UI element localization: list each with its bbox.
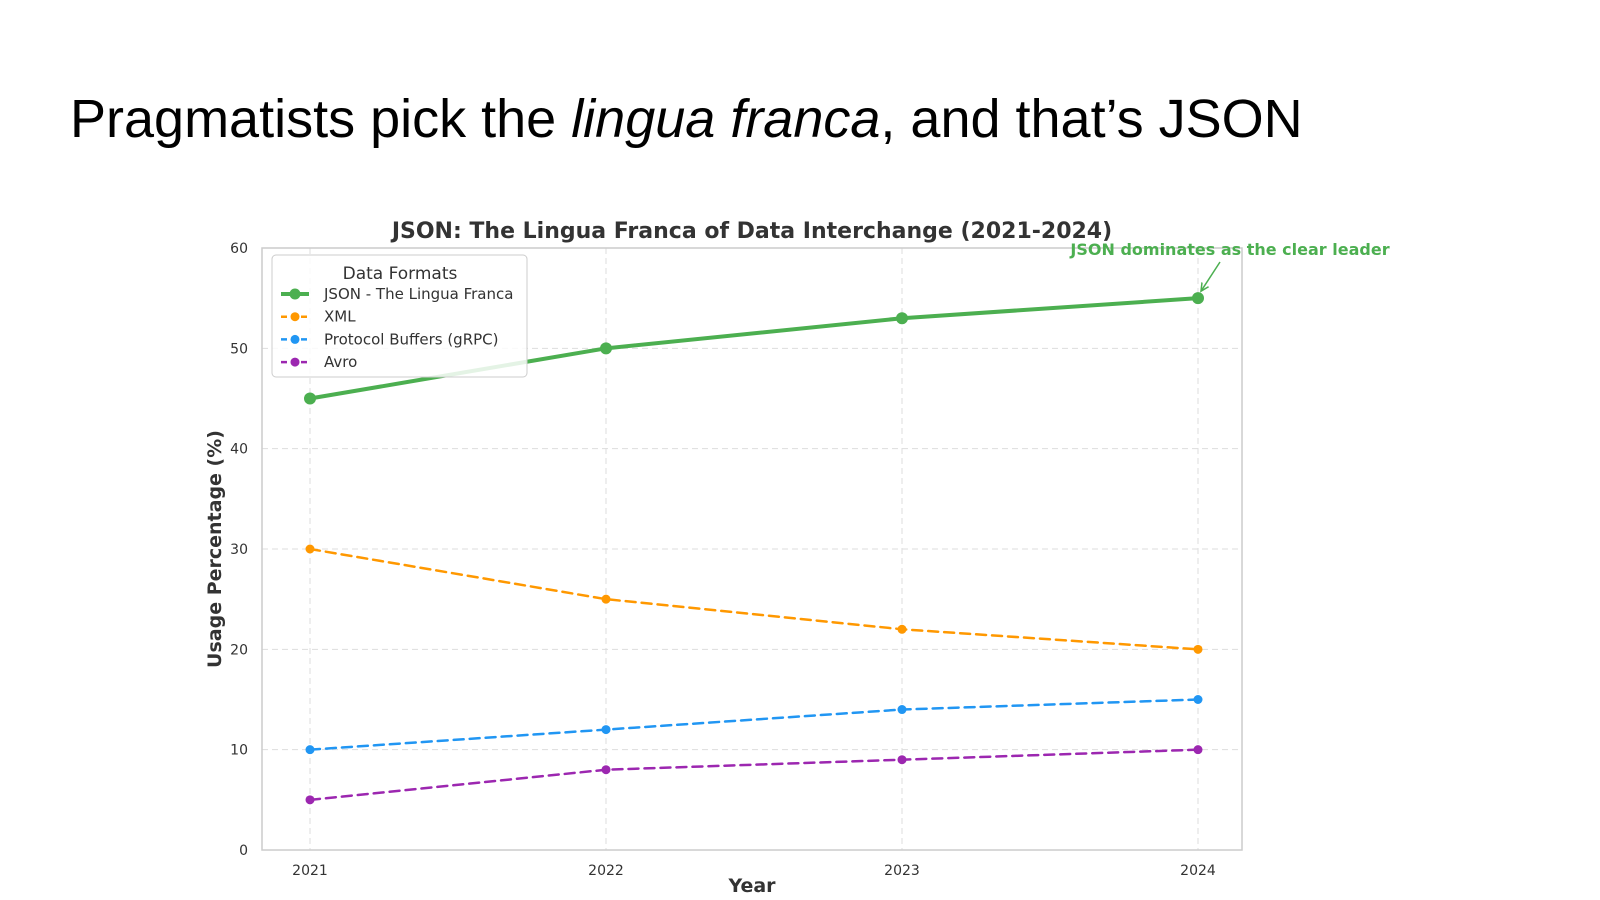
y-tick-label: 30 xyxy=(230,542,248,558)
x-tick-label: 2022 xyxy=(588,863,624,879)
plot-area xyxy=(261,247,1243,851)
data-point xyxy=(601,765,611,775)
slide-title-emphasis: lingua franca xyxy=(571,89,881,149)
data-point xyxy=(1193,644,1203,654)
data-point xyxy=(601,725,611,735)
y-tick-label: 40 xyxy=(230,442,248,458)
data-point xyxy=(896,312,908,325)
legend-swatch-marker xyxy=(290,334,300,344)
series-line xyxy=(308,748,1200,802)
y-axis-label: Usage Percentage (%) xyxy=(204,430,226,668)
data-point xyxy=(304,392,316,405)
slide-title: Pragmatists pick the lingua franca, and … xyxy=(70,92,1303,146)
x-tick-label: 2023 xyxy=(884,863,920,879)
annotation-text: JSON dominates as the clear leader xyxy=(1069,240,1389,259)
x-axis-label: Year xyxy=(727,875,776,897)
slide-title-text: Pragmatists pick the xyxy=(70,89,572,149)
y-tick-label: 10 xyxy=(230,743,248,759)
series-line xyxy=(308,698,1200,751)
legend-entry-label: Avro xyxy=(324,353,357,371)
x-tick-label: 2024 xyxy=(1180,863,1216,879)
data-point xyxy=(600,342,612,355)
y-tick-label: 60 xyxy=(230,241,248,257)
y-tick-label: 20 xyxy=(230,642,248,658)
x-tick-label: 2021 xyxy=(292,863,328,879)
legend-entry-label: XML xyxy=(324,308,356,326)
axes: 0 10 20 30 40 50 60 2021 2022 2023 2024 xyxy=(230,241,1216,879)
legend-swatch-marker xyxy=(289,288,301,300)
chart-title: JSON: The Lingua Franca of Data Intercha… xyxy=(390,219,1112,244)
legend: Data Formats JSON - The Lingua Franca XML… xyxy=(271,254,528,378)
data-point xyxy=(601,594,611,604)
legend-swatch-marker xyxy=(290,312,300,322)
data-point xyxy=(897,624,907,634)
data-point xyxy=(897,705,907,715)
data-point xyxy=(305,795,315,805)
legend-swatch-marker xyxy=(290,357,300,367)
data-point xyxy=(1193,745,1203,755)
data-point xyxy=(897,755,907,765)
data-point xyxy=(1192,292,1204,305)
annotation: JSON dominates as the clear leader xyxy=(1069,240,1390,291)
legend-entry-label: JSON - The Lingua Franca xyxy=(323,285,513,303)
legend-box xyxy=(271,254,528,378)
data-point xyxy=(305,745,315,755)
series-line xyxy=(308,547,1200,651)
y-tick-label: 50 xyxy=(230,341,248,357)
annotation-arrow xyxy=(1201,261,1221,291)
legend-entry-label: Protocol Buffers (gRPC) xyxy=(324,330,499,348)
legend-title: Data Formats xyxy=(343,264,458,284)
data-point xyxy=(305,544,315,554)
slide-title-rest: , and that’s JSON xyxy=(880,89,1303,149)
data-point xyxy=(1193,695,1203,704)
y-tick-label: 0 xyxy=(239,843,248,859)
